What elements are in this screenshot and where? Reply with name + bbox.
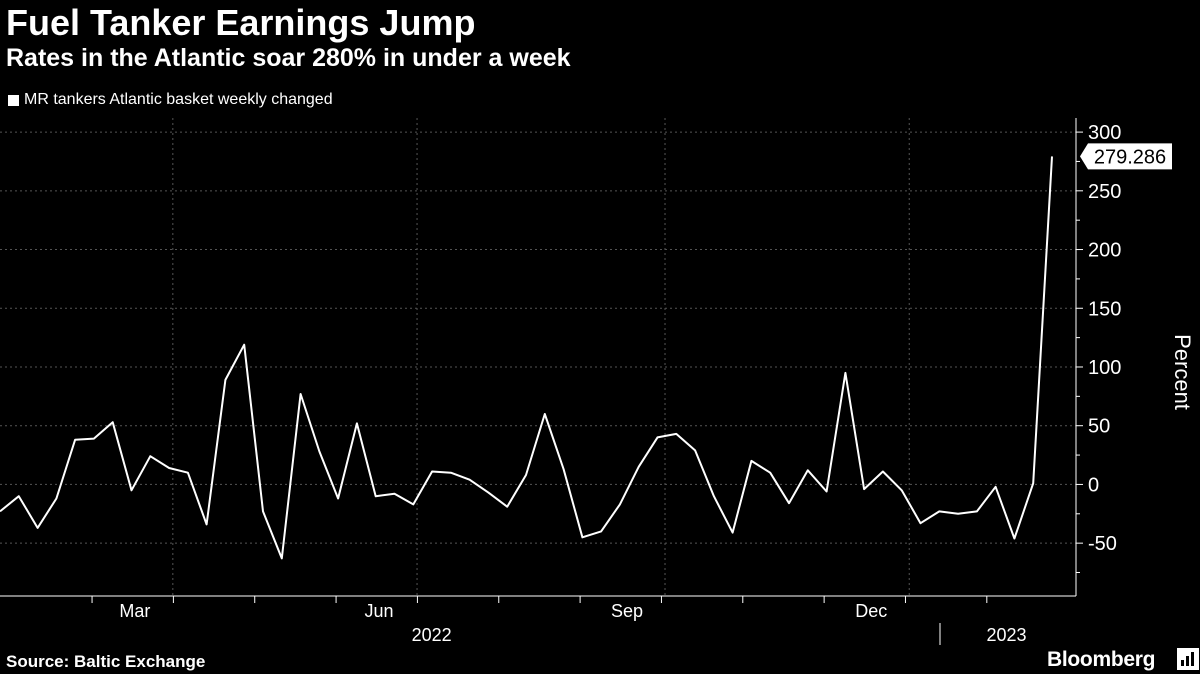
grid	[0, 118, 1076, 596]
series-group	[0, 156, 1053, 560]
source-note: Source: Baltic Exchange	[6, 652, 206, 671]
y-tick-label: 300	[1088, 122, 1121, 144]
y-axis: 300 250 200 150 100 50 0 -50	[1075, 118, 1121, 596]
brand-icon	[1177, 648, 1199, 670]
y-tick-label: 0	[1088, 474, 1099, 496]
chart-title: Fuel Tanker Earnings Jump	[6, 2, 476, 43]
chart-subtitle: Rates in the Atlantic soar 280% in under…	[6, 44, 571, 72]
x-tick-label: Mar	[119, 601, 150, 621]
y-tick-label: 200	[1088, 240, 1121, 262]
x-tick-label: Dec	[855, 601, 887, 621]
callout-label: 279.286	[1094, 146, 1166, 168]
legend-swatch	[8, 94, 19, 106]
brand-logo-text: Bloomberg	[1047, 648, 1156, 671]
y-axis-label: Percent	[1170, 334, 1195, 410]
x-tick-label: Jun	[365, 601, 394, 621]
y-tick-label: 100	[1088, 357, 1121, 379]
y-tick-label: -50	[1088, 533, 1117, 555]
legend-label: MR tankers Atlantic basket weekly change…	[24, 91, 333, 108]
series-line	[0, 156, 1053, 560]
last-value-callout: 279.286	[1080, 143, 1172, 170]
legend: MR tankers Atlantic basket weekly change…	[8, 91, 333, 109]
y-tick-label: 150	[1088, 298, 1121, 320]
x-tick-label: Sep	[611, 601, 643, 621]
y-tick-label: 50	[1088, 416, 1110, 438]
y-tick-label: 250	[1088, 181, 1121, 203]
x-axis: Mar Jun Sep Dec 2022 2023	[0, 595, 1076, 645]
x-year-label: 2023	[986, 625, 1026, 645]
x-year-label: 2022	[412, 625, 452, 645]
callout-box	[1080, 143, 1172, 170]
